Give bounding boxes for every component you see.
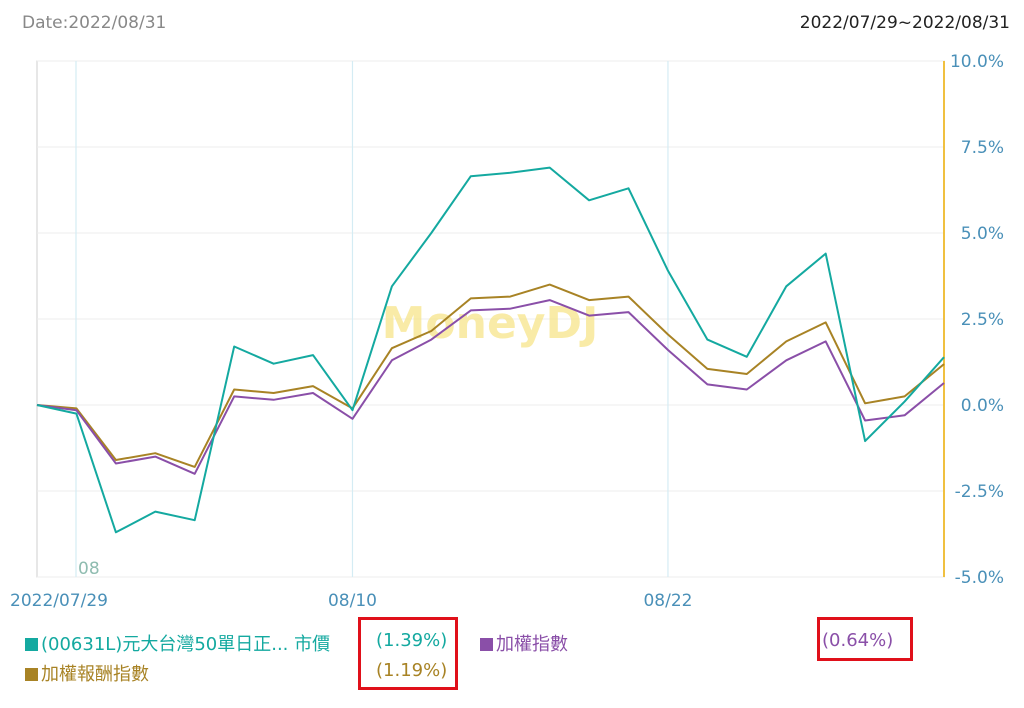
y-tick-label: 2.5% [961,310,1004,330]
legend-etf-label: (00631L)元大台灣50單日正... 市價 [41,634,331,655]
x-tick-label: 08/10 [328,591,377,611]
y-tick-label: 7.5% [961,138,1004,158]
grid [36,60,945,578]
etf-swatch [25,638,38,651]
series-layer [36,166,945,534]
minor-day-label: 08 [78,559,100,579]
x-tick-label: 08/22 [643,591,692,611]
y-tick-label: 10.0% [950,52,1004,72]
index-value: (0.64%) [822,630,894,651]
etf-value: (1.39%) [376,630,448,651]
legend-item-return-index[interactable]: 加權報酬指數 [25,660,149,686]
date-label: Date:2022/08/31 [22,13,167,33]
legend-return-index-label: 加權報酬指數 [41,664,149,685]
y-axis-ticks: 10.0% 7.5% 5.0% 2.5% 0.0% -2.5% -5.0% [950,52,1004,588]
line-chart: MoneyDJ 10.0%7.5%5.0%2.5%0.0%-2.5%-5.0% … [10,52,1004,611]
y-tick-label: 5.0% [961,224,1004,244]
index-swatch [480,638,493,651]
highlight-box-right [817,617,913,661]
legend-item-etf[interactable]: (00631L)元大台灣50單日正... 市價 [25,630,330,656]
legend-item-index[interactable]: 加權指數 [480,630,568,656]
x-tick-label: 2022/07/29 [10,591,108,611]
x-axis-ticks: 2022/07/29 08/10 08/22 [10,591,692,611]
highlight-box-left [358,617,458,690]
series-line-2 [36,299,945,475]
return-index-swatch [25,668,38,681]
range-label: 2022/07/29~2022/08/31 [799,13,1010,33]
series-line-1 [36,166,945,534]
y-tick-label: -5.0% [955,568,1004,588]
y-tick-label: -2.5% [955,482,1004,502]
watermark: MoneyDJ [382,298,599,349]
return-index-value: (1.19%) [376,660,448,681]
y-tick-label: 0.0% [961,396,1004,416]
legend-index-label: 加權指數 [496,634,568,655]
series-line-3 [36,283,945,468]
